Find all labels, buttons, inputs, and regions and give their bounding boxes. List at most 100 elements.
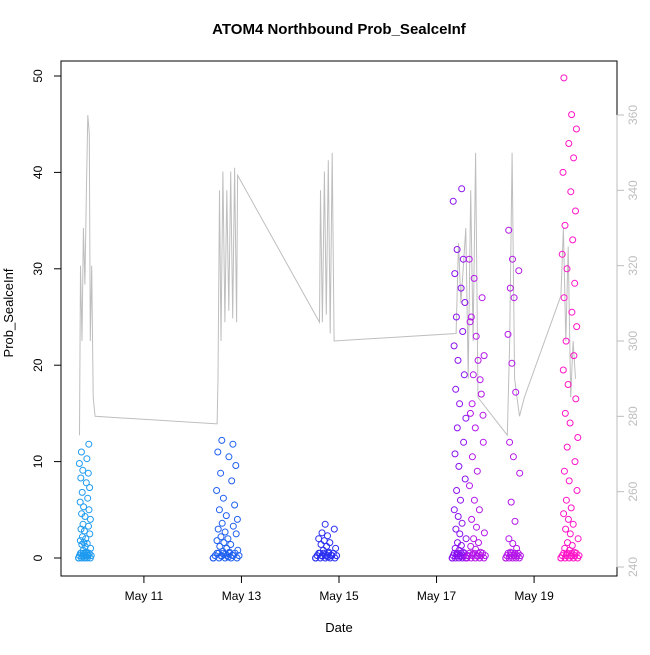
data-point	[222, 512, 230, 520]
data-point	[449, 197, 457, 205]
data-point	[506, 438, 514, 446]
data-point	[564, 539, 571, 547]
data-point	[452, 385, 460, 393]
data-point	[559, 168, 567, 176]
data-point	[475, 506, 483, 514]
data-point	[509, 453, 517, 461]
data-point	[457, 284, 465, 292]
x-tick-label: May 11	[125, 589, 164, 603]
data-point	[560, 510, 568, 518]
data-point	[215, 506, 223, 514]
data-point	[219, 494, 227, 502]
x-tick-label: May 17	[417, 589, 457, 603]
right-tick-label: 260	[626, 481, 640, 501]
x-tick-label: May 13	[222, 589, 262, 603]
data-point	[465, 255, 473, 263]
data-point	[83, 540, 91, 547]
right-tick-label: 300	[626, 331, 640, 351]
data-point	[232, 530, 240, 538]
data-point	[220, 539, 228, 547]
data-point	[78, 510, 86, 518]
data-point	[318, 529, 326, 537]
data-point	[461, 475, 469, 483]
data-point	[561, 409, 569, 417]
data-point	[467, 542, 475, 550]
data-point	[573, 323, 581, 331]
data-point	[86, 530, 94, 538]
data-point	[467, 313, 475, 321]
data-point	[516, 552, 524, 560]
data-point	[454, 356, 462, 364]
y-tick-label: 10	[31, 455, 45, 469]
data-point	[231, 501, 239, 509]
data-point	[232, 462, 240, 469]
data-point	[474, 356, 482, 364]
data-point	[458, 519, 466, 527]
data-point	[76, 498, 84, 506]
data-point	[453, 424, 461, 432]
data-point	[559, 366, 567, 374]
data-point	[479, 438, 487, 446]
data-point	[454, 513, 462, 520]
data-point	[558, 250, 566, 258]
data-point	[466, 318, 474, 326]
y-axis-label: Prob_SealceInf	[1, 268, 16, 357]
data-point	[217, 469, 225, 477]
data-point	[324, 532, 331, 540]
data-point	[569, 520, 577, 528]
data-point	[457, 496, 464, 504]
data-point	[85, 506, 93, 514]
data-point	[451, 450, 459, 458]
data-point	[86, 515, 94, 523]
data-point	[229, 440, 237, 448]
data-point	[468, 515, 476, 523]
data-point	[82, 479, 90, 487]
data-point	[573, 487, 581, 494]
data-point	[508, 359, 516, 367]
data-point	[85, 440, 93, 448]
data-point	[563, 265, 571, 273]
data-point	[228, 477, 236, 485]
data-point	[480, 352, 488, 360]
data-point	[566, 419, 574, 427]
data-point	[477, 390, 485, 398]
data-point	[574, 535, 582, 543]
data-point	[568, 308, 576, 316]
data-point	[221, 528, 229, 536]
data-point	[233, 515, 241, 523]
data-point	[315, 535, 323, 543]
data-point	[565, 140, 573, 147]
data-point	[454, 549, 462, 557]
data-point	[572, 125, 580, 133]
data-point	[504, 330, 512, 338]
data-point	[462, 414, 470, 422]
data-point	[475, 539, 482, 547]
data-point	[321, 520, 329, 528]
data-point	[456, 530, 464, 538]
data-point	[461, 299, 469, 306]
data-point	[213, 537, 221, 545]
data-point	[504, 549, 512, 557]
data-point	[562, 496, 570, 504]
line-series	[79, 114, 576, 437]
right-tick-label: 360	[626, 105, 640, 125]
data-point	[218, 436, 226, 444]
data-point	[505, 226, 513, 234]
data-point	[564, 381, 572, 388]
data-point	[458, 185, 466, 193]
data-point	[459, 328, 467, 335]
x-axis-label: Date	[325, 620, 352, 635]
data-point	[566, 530, 574, 538]
data-point	[473, 523, 480, 531]
y-tick-label: 30	[31, 262, 45, 276]
data-point	[77, 474, 85, 482]
data-point	[562, 525, 570, 533]
data-point	[317, 541, 325, 548]
data-point	[470, 274, 478, 282]
data-point	[572, 395, 580, 403]
data-point	[225, 453, 233, 461]
data-point	[561, 544, 569, 552]
data-point	[515, 267, 523, 275]
data-point	[330, 525, 338, 533]
data-point	[216, 542, 224, 550]
